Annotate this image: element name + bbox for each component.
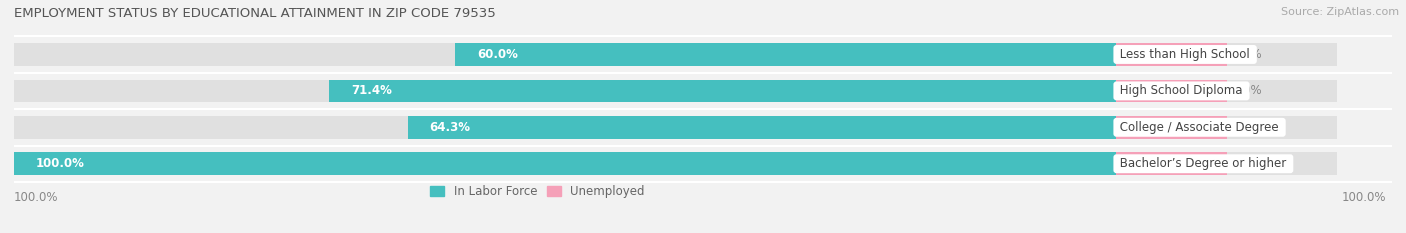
Bar: [1116, 116, 1337, 139]
Bar: [1116, 116, 1226, 139]
Bar: [1116, 80, 1337, 102]
Bar: [1116, 80, 1226, 102]
Bar: [456, 43, 1116, 66]
Bar: [329, 80, 1116, 102]
Text: 0.0%: 0.0%: [1232, 48, 1261, 61]
Text: Less than High School: Less than High School: [1116, 48, 1254, 61]
Bar: [14, 80, 1116, 102]
Text: 0.0%: 0.0%: [1232, 84, 1261, 97]
Text: 71.4%: 71.4%: [352, 84, 392, 97]
Bar: [408, 116, 1116, 139]
Text: 100.0%: 100.0%: [37, 157, 84, 170]
Legend: In Labor Force, Unemployed: In Labor Force, Unemployed: [430, 185, 645, 198]
Text: 0.0%: 0.0%: [1232, 157, 1261, 170]
Text: EMPLOYMENT STATUS BY EDUCATIONAL ATTAINMENT IN ZIP CODE 79535: EMPLOYMENT STATUS BY EDUCATIONAL ATTAINM…: [14, 7, 496, 20]
Text: 64.3%: 64.3%: [430, 121, 471, 134]
Text: Bachelor’s Degree or higher: Bachelor’s Degree or higher: [1116, 157, 1291, 170]
Text: Source: ZipAtlas.com: Source: ZipAtlas.com: [1281, 7, 1399, 17]
Bar: [1116, 152, 1337, 175]
Text: 100.0%: 100.0%: [1341, 191, 1386, 204]
Bar: [14, 152, 1116, 175]
Text: 60.0%: 60.0%: [477, 48, 517, 61]
Bar: [1116, 152, 1226, 175]
Bar: [14, 116, 1116, 139]
Text: 100.0%: 100.0%: [14, 191, 59, 204]
Bar: [1116, 43, 1337, 66]
Text: 0.0%: 0.0%: [1232, 121, 1261, 134]
Text: High School Diploma: High School Diploma: [1116, 84, 1247, 97]
Bar: [1116, 43, 1226, 66]
Bar: [14, 43, 1116, 66]
Text: College / Associate Degree: College / Associate Degree: [1116, 121, 1282, 134]
Bar: [14, 152, 1116, 175]
